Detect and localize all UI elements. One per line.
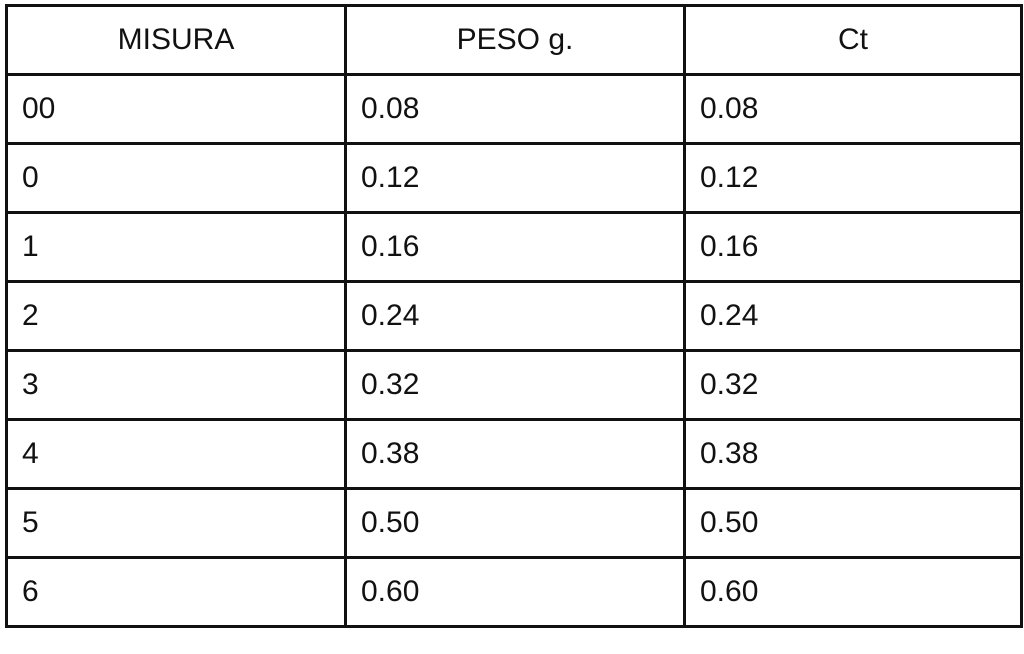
table-cell: 0.32 — [683, 349, 1023, 421]
table-cell: 0.50 — [683, 487, 1023, 559]
table-cell: 0.32 — [344, 349, 686, 421]
table-cell: 0.12 — [683, 142, 1023, 214]
table-cell: 4 — [5, 418, 347, 490]
table-row: 00 0.08 0.08 — [5, 73, 1023, 145]
table-cell: 0.08 — [344, 73, 686, 145]
table-row: 4 0.38 0.38 — [5, 418, 1023, 490]
table-cell: 6 — [5, 556, 347, 628]
table-row: 0 0.12 0.12 — [5, 142, 1023, 214]
table-cell: 0.38 — [344, 418, 686, 490]
table-cell: 3 — [5, 349, 347, 421]
table-body: 00 0.08 0.08 0 0.12 0.12 1 0.16 0.16 2 0.24 0.24 3 0.… — [5, 73, 1023, 628]
table-cell: 5 — [5, 487, 347, 559]
size-table: MISURA PESO g. Ct 00 0.08 0.08 0 0.12 0.12 1 0.16… — [5, 4, 1023, 628]
table-cell: 0.12 — [344, 142, 686, 214]
table-cell: 0.38 — [683, 418, 1023, 490]
table-cell: 0.24 — [344, 280, 686, 352]
table-cell: 0.50 — [344, 487, 686, 559]
header-cell: MISURA — [5, 4, 347, 76]
table-cell: 1 — [5, 211, 347, 283]
table-cell: 2 — [5, 280, 347, 352]
header-cell: Ct — [683, 4, 1023, 76]
table-row: 2 0.24 0.24 — [5, 280, 1023, 352]
header-cell: PESO g. — [344, 4, 686, 76]
table-row: 3 0.32 0.32 — [5, 349, 1023, 421]
table-cell: 00 — [5, 73, 347, 145]
header-row: MISURA PESO g. Ct — [5, 4, 1023, 76]
table-cell: 0.08 — [683, 73, 1023, 145]
table-cell: 0.16 — [683, 211, 1023, 283]
table-row: 5 0.50 0.50 — [5, 487, 1023, 559]
table-cell: 0.24 — [683, 280, 1023, 352]
table-cell: 0.60 — [344, 556, 686, 628]
table-cell: 0.60 — [683, 556, 1023, 628]
table-cell: 0 — [5, 142, 347, 214]
table-row: 6 0.60 0.60 — [5, 556, 1023, 628]
table-row: 1 0.16 0.16 — [5, 211, 1023, 283]
table-cell: 0.16 — [344, 211, 686, 283]
